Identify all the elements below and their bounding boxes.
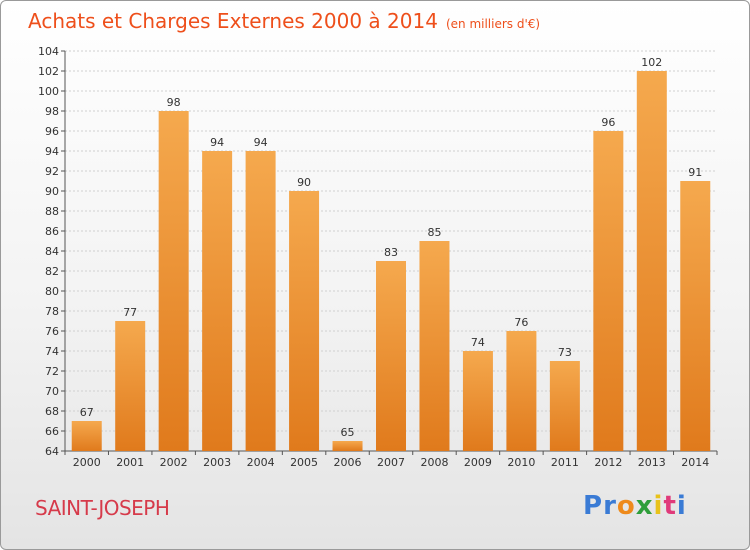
x-tick-label: 2012 bbox=[594, 456, 622, 469]
x-tick-label: 2006 bbox=[334, 456, 362, 469]
y-tick-label: 92 bbox=[45, 165, 59, 178]
x-tick-label: 2013 bbox=[638, 456, 666, 469]
data-label: 67 bbox=[80, 406, 94, 419]
bar bbox=[71, 421, 102, 451]
x-tick-label: 2010 bbox=[507, 456, 535, 469]
y-tick-label: 80 bbox=[45, 285, 59, 298]
bar bbox=[376, 261, 406, 451]
bar bbox=[245, 151, 276, 451]
bar bbox=[158, 111, 189, 451]
logo-letter: i bbox=[653, 491, 664, 521]
x-tick-label: 2001 bbox=[116, 456, 144, 469]
y-tick-label: 88 bbox=[45, 205, 59, 218]
bar bbox=[462, 351, 493, 451]
data-label: 73 bbox=[558, 346, 572, 359]
y-tick-label: 66 bbox=[45, 425, 59, 438]
bar bbox=[289, 191, 320, 451]
logo-letter: i bbox=[676, 491, 687, 521]
logo-letter: P bbox=[583, 491, 604, 521]
logo-letter: r bbox=[603, 491, 617, 521]
chart-title: Achats et Charges Externes 2000 à 2014 (e… bbox=[28, 9, 541, 33]
proxiti-logo: Proxiti bbox=[583, 491, 687, 521]
data-label: 98 bbox=[167, 96, 181, 109]
bar bbox=[680, 181, 711, 451]
y-tick-label: 98 bbox=[45, 105, 59, 118]
data-label: 94 bbox=[254, 136, 268, 149]
bar bbox=[419, 241, 450, 451]
bar bbox=[115, 321, 146, 451]
chart-subtitle: (en milliers d'€) bbox=[445, 17, 541, 31]
bar bbox=[202, 151, 233, 451]
x-tick-label: 2007 bbox=[377, 456, 405, 469]
data-label: 85 bbox=[427, 226, 441, 239]
y-tick-label: 68 bbox=[45, 405, 59, 418]
logo-letter: t bbox=[663, 491, 677, 521]
data-label: 102 bbox=[641, 56, 662, 69]
x-tick-label: 2000 bbox=[73, 456, 101, 469]
data-label: 65 bbox=[341, 426, 355, 439]
y-tick-label: 72 bbox=[45, 365, 59, 378]
data-label: 90 bbox=[297, 176, 311, 189]
place-name: SAINT-JOSEPH bbox=[35, 496, 170, 520]
data-label: 94 bbox=[210, 136, 224, 149]
x-tick-label: 2004 bbox=[247, 456, 275, 469]
y-tick-label: 70 bbox=[45, 385, 59, 398]
bar bbox=[636, 71, 667, 451]
data-label: 96 bbox=[601, 116, 615, 129]
x-tick-label: 2009 bbox=[464, 456, 492, 469]
x-tick-label: 2008 bbox=[420, 456, 448, 469]
y-tick-label: 90 bbox=[45, 185, 59, 198]
logo-letter: o bbox=[616, 491, 636, 521]
y-tick-label: 64 bbox=[45, 445, 59, 458]
y-tick-label: 104 bbox=[38, 45, 59, 58]
y-tick-label: 84 bbox=[45, 245, 59, 258]
bar bbox=[332, 441, 363, 451]
bar bbox=[593, 131, 624, 451]
bar bbox=[506, 331, 537, 451]
x-tick-label: 2011 bbox=[551, 456, 579, 469]
y-tick-label: 86 bbox=[45, 225, 59, 238]
y-tick-label: 76 bbox=[45, 325, 59, 338]
x-tick-label: 2002 bbox=[160, 456, 188, 469]
y-tick-label: 82 bbox=[45, 265, 59, 278]
x-tick-label: 2005 bbox=[290, 456, 318, 469]
bar bbox=[549, 361, 580, 451]
data-label: 76 bbox=[514, 316, 528, 329]
data-label: 91 bbox=[688, 166, 702, 179]
y-tick-label: 78 bbox=[45, 305, 59, 318]
data-label: 77 bbox=[123, 306, 137, 319]
y-tick-label: 96 bbox=[45, 125, 59, 138]
y-tick-label: 100 bbox=[38, 85, 59, 98]
y-tick-label: 74 bbox=[45, 345, 59, 358]
data-label: 74 bbox=[471, 336, 485, 349]
x-tick-label: 2014 bbox=[681, 456, 709, 469]
data-label: 83 bbox=[384, 246, 398, 259]
x-tick-label: 2003 bbox=[203, 456, 231, 469]
y-tick-label: 94 bbox=[45, 145, 59, 158]
y-tick-label: 102 bbox=[38, 65, 59, 78]
logo-letter: x bbox=[635, 491, 654, 521]
